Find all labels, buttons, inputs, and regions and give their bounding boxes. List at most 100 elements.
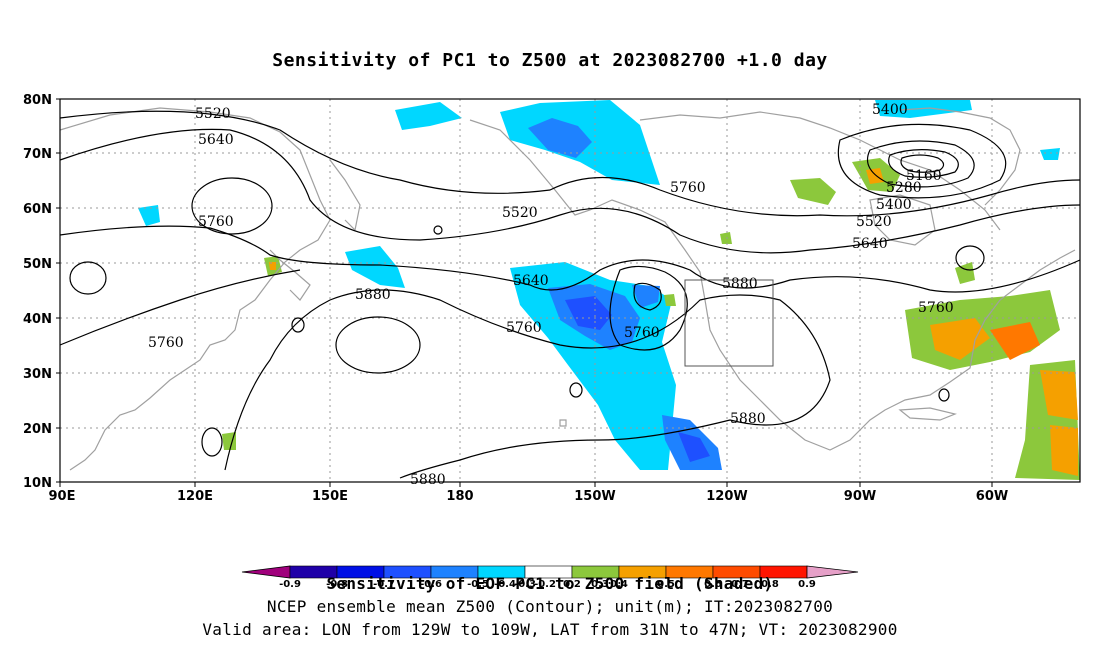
colorbar-label: 0.4 [610, 579, 628, 590]
shade-blue-pacific5 [678, 432, 710, 462]
lat-tick-label: 80N [23, 93, 52, 108]
shade-blue-pacific2 [565, 296, 612, 330]
colorbar-label: 0.3 [591, 579, 609, 590]
contour-closed-w4 [291, 317, 305, 333]
caption-line-2: NCEP ensemble mean Z500 (Contour); unit(… [266, 597, 834, 616]
contour-layer [59, 110, 1081, 479]
lon-tick-label: 90E [49, 489, 76, 504]
contour-label: 5880 [730, 411, 766, 427]
contour-5760-b [59, 269, 301, 346]
contour-label: 5880 [355, 287, 391, 303]
colorbar-label: 0.2 [563, 579, 581, 590]
lon-tick-label: 150W [574, 489, 615, 504]
shading-layer [138, 100, 1080, 480]
coast-hawaii [559, 419, 567, 427]
contour-closed-w5 [201, 427, 223, 457]
contour-label: 5520 [856, 214, 892, 230]
grid-layer [60, 99, 1080, 482]
contour-closed-e2 [569, 382, 583, 398]
contour-closed-small [433, 225, 443, 235]
shade-green-misc1 [955, 262, 975, 284]
colorbar-label: 0.9 [798, 579, 816, 590]
contour-closed-w3 [335, 316, 421, 374]
contour-5520 [59, 110, 1081, 217]
shade-green-misc2 [720, 232, 732, 244]
lon-axis-labels: 90E 120E 150E 180 150W 120W 90W 60W [49, 489, 1009, 504]
coast-cuba [898, 407, 957, 421]
map-title: Sensitivity of PC1 to Z500 at 2023082700… [272, 50, 828, 71]
colorbar-label: -0.4 [494, 579, 516, 590]
contour-ring-4 [900, 154, 945, 173]
contour-closed-w2 [69, 261, 107, 295]
colorbar-label: -0.6 [420, 579, 442, 590]
contour-ring-3 [888, 149, 959, 178]
shade-orange-atlantic1 [930, 318, 990, 360]
coast-canada-arctic [639, 111, 1001, 231]
valid-area-box [684, 279, 774, 367]
contour-ring-2 [866, 140, 975, 188]
contour-low-pacific [633, 282, 662, 311]
colorbar-label: 0.8 [761, 579, 779, 590]
contour-closed-e3 [938, 388, 950, 402]
shade-green-misc3 [664, 294, 676, 306]
shade-orange-greenland [866, 168, 884, 184]
contour-label: 5520 [195, 106, 231, 122]
shade-blue-pacific3 [632, 285, 660, 308]
colorbar-label: -0.7 [373, 579, 395, 590]
lon-tick-label: 120E [177, 489, 213, 504]
contour-label: 5880 [722, 276, 758, 292]
caption-line-1: Sensitivity of EOF PC1 to Z500 field (Sh… [326, 574, 774, 593]
colorbar: -0.9 -0.8 -0.7 -0.6 -0.5 -0.4 -0.3 -0.2 … [241, 565, 859, 590]
colorbar-label: 0.6 [704, 579, 722, 590]
contour-label: 5760 [198, 214, 234, 230]
shade-orange-atlantic4 [1050, 425, 1078, 476]
lon-tick-label: 120W [706, 489, 747, 504]
shade-orange-atlantic3 [1040, 370, 1078, 420]
contour-ring-1 [837, 123, 1007, 199]
contour-5760-a [59, 225, 1081, 293]
colorbar-label: -0.3 [514, 579, 536, 590]
coast-greenland [899, 107, 1021, 206]
shade-blue-arctic [528, 118, 592, 158]
contour-labels: 5520 5640 5760 5760 5880 5520 5760 5640 … [148, 102, 954, 488]
shade-orange-japan [269, 262, 276, 270]
coast-asia [59, 107, 331, 471]
colorbar-label: -0.5 [467, 579, 489, 590]
contour-closed-e1 [955, 245, 985, 271]
contour-label: 5760 [918, 300, 954, 316]
coast-hudson [869, 194, 936, 246]
contour-label: 5760 [624, 325, 660, 341]
coastline-layer [59, 107, 1076, 471]
lon-tick-label: 150E [312, 489, 348, 504]
contour-5640 [59, 128, 1081, 254]
contour-label: 5760 [670, 180, 706, 196]
contour-label: 5400 [876, 197, 912, 213]
contour-label: 5280 [886, 180, 922, 196]
contour-label: 5400 [872, 102, 908, 118]
colorbar-label: -0.9 [279, 579, 301, 590]
contour-closed-w1 [191, 177, 273, 235]
lat-tick-label: 70N [23, 147, 52, 162]
coast-alaska [469, 119, 1076, 451]
coast-japan [269, 249, 311, 301]
contour-label: 5640 [198, 132, 234, 148]
contour-label: 5520 [502, 205, 538, 221]
lon-tick-label: 180 [446, 489, 473, 504]
contour-label: 5640 [852, 236, 888, 252]
tick-marks [56, 98, 993, 487]
shade-cyan-arctic1 [395, 102, 462, 130]
contour-label: 5640 [513, 273, 549, 289]
lat-tick-label: 20N [23, 422, 52, 437]
contour-label: 5760 [148, 335, 184, 351]
shade-cyan-small1 [138, 205, 160, 226]
colorbar-label: 0.5 [657, 579, 675, 590]
contour-label: 5760 [506, 320, 542, 336]
lat-axis-labels: 80N 70N 60N 50N 40N 30N 20N 10N [23, 93, 52, 491]
shade-orange-atlantic2 [990, 322, 1040, 360]
shade-cyan-pacific1 [345, 246, 405, 288]
shade-green-philippines [222, 432, 236, 450]
lat-tick-label: 60N [23, 202, 52, 217]
contour-label: 5160 [906, 168, 942, 184]
lat-tick-label: 10N [23, 476, 52, 491]
